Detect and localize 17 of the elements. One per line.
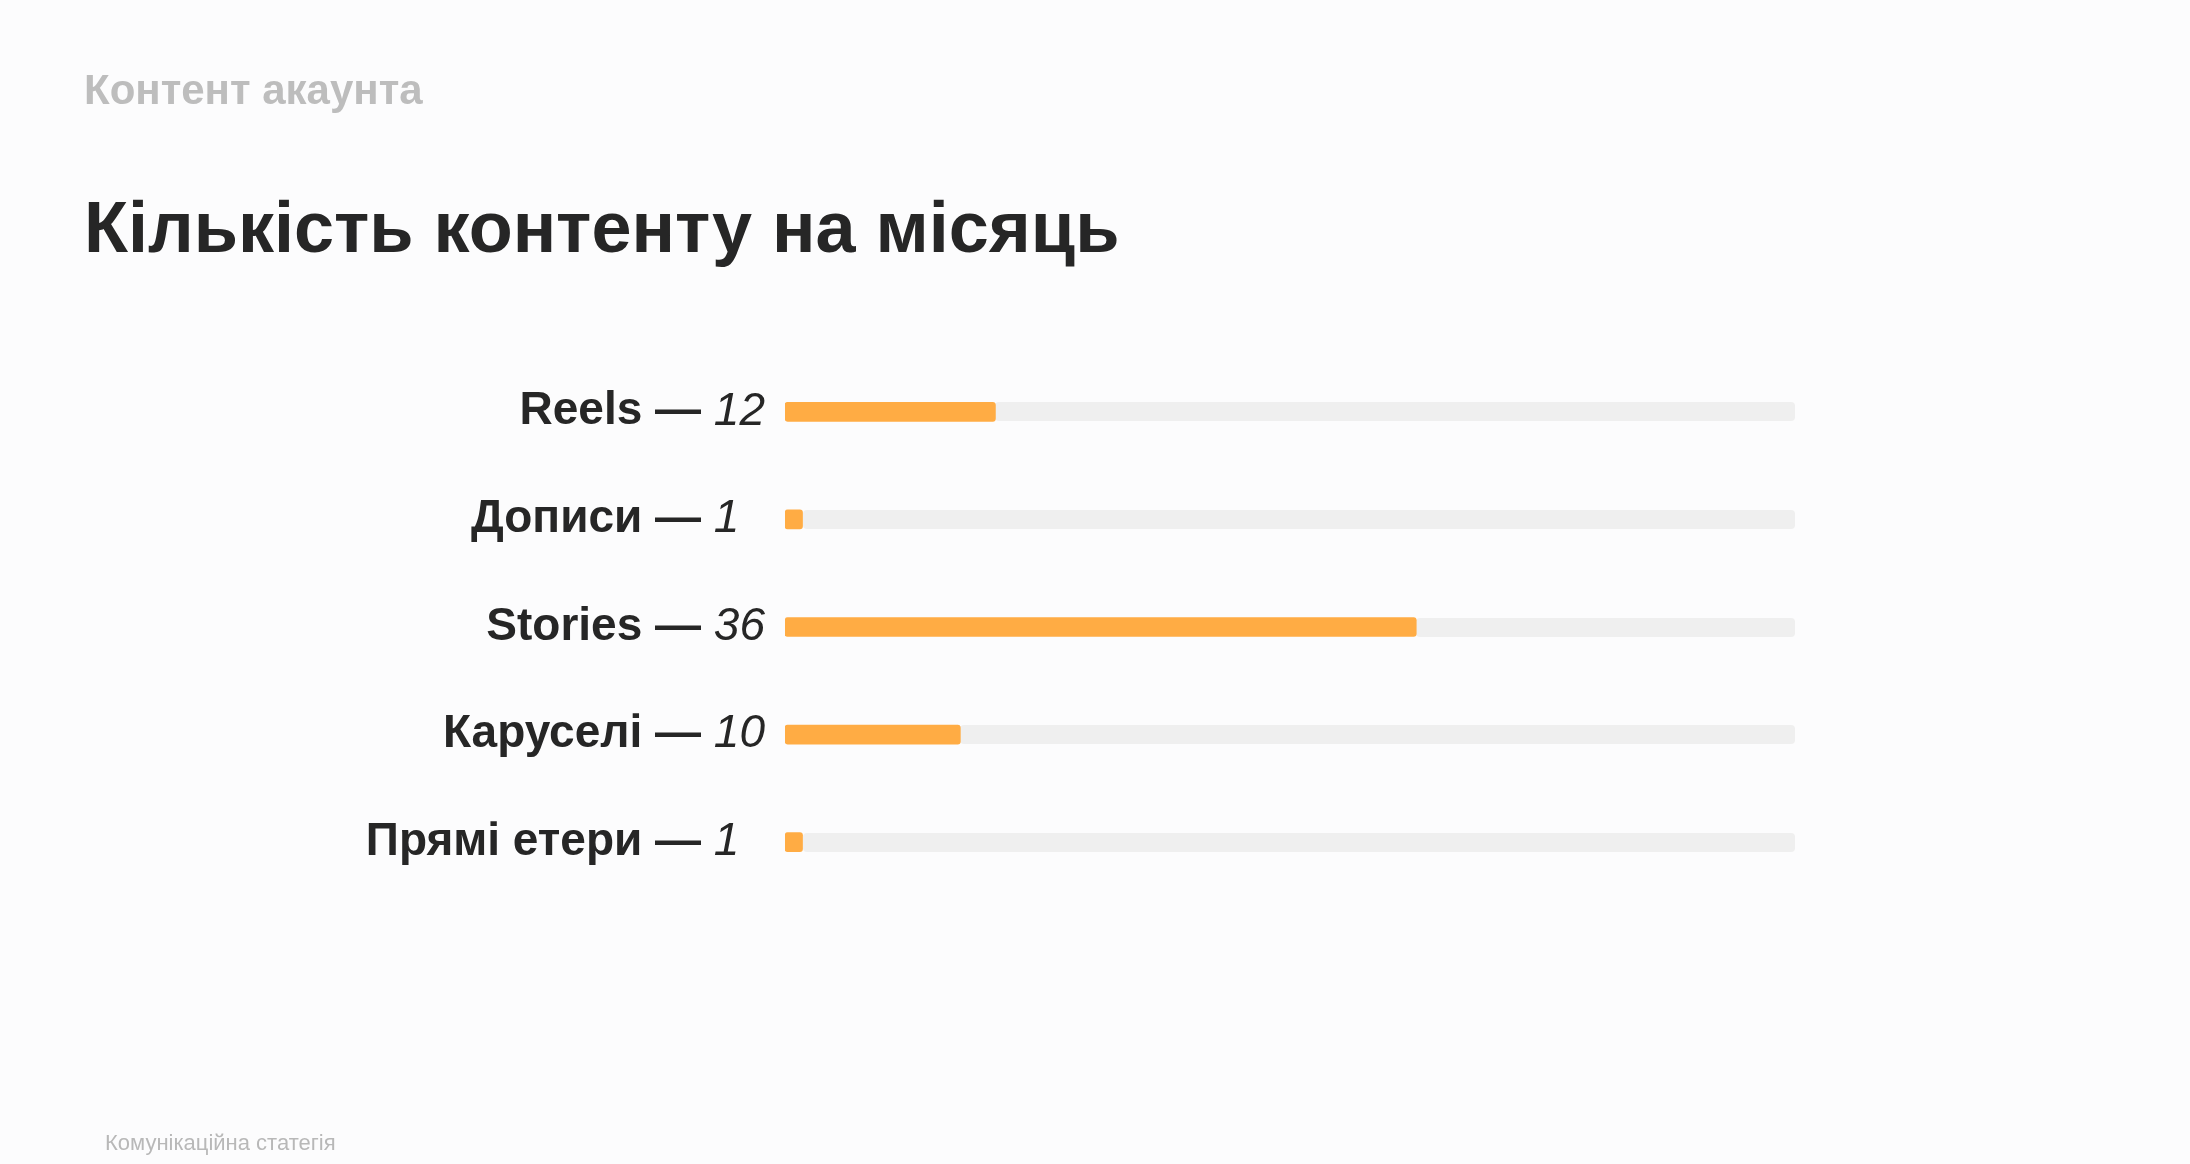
y-tick-label: Каруселі —: [442, 705, 714, 758]
bar: [785, 724, 961, 745]
text: Контент акаунта: [84, 66, 423, 114]
data-label: 1: [713, 490, 740, 543]
data-label: 10: [713, 705, 766, 758]
bar: [785, 832, 803, 853]
bar: [785, 509, 803, 530]
data-label: 1: [713, 813, 740, 865]
chart-title: Кількість контенту на місяць: [84, 186, 1120, 268]
bar: [785, 401, 996, 422]
data-label: 12: [713, 382, 766, 435]
y-tick-label: Stories —: [486, 597, 714, 650]
y-tick-label: Прямі етери —: [365, 812, 714, 865]
data-label: 36: [713, 597, 766, 650]
y-tick-label: Reels —: [519, 382, 714, 435]
y-tick-label: Дописи —: [470, 490, 714, 543]
text: Комунікаційна статегія: [105, 1130, 336, 1156]
